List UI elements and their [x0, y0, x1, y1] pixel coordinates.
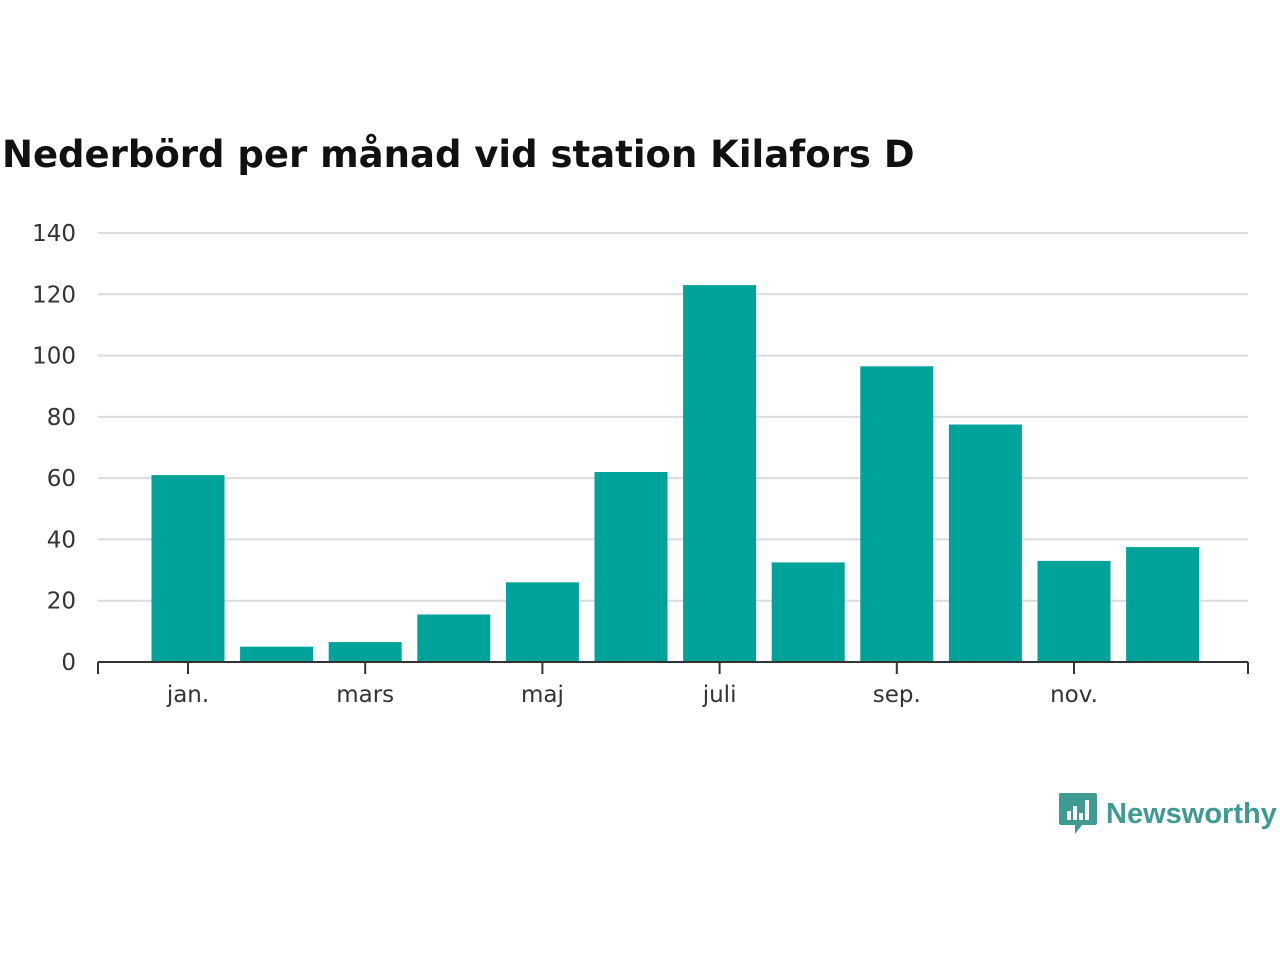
y-tick-label: 40 [47, 527, 76, 553]
bar-feb [240, 646, 314, 662]
newsworthy-chart-bubble-icon [1059, 793, 1097, 834]
bar-sep [860, 366, 934, 662]
newsworthy-logo: Newsworthy [1058, 790, 1277, 838]
bar-apr [417, 614, 491, 662]
bar-mars [328, 642, 402, 662]
bar-nov [1037, 560, 1111, 662]
y-tick-label: 60 [47, 466, 76, 492]
bars [151, 285, 1200, 662]
bar-jan [151, 475, 225, 662]
y-axis-ticks: 0 20 40 60 80 100 120 140 [32, 221, 76, 676]
bar-aug [771, 562, 845, 662]
y-tick-label: 100 [32, 344, 76, 370]
x-tick-label: jan. [166, 682, 209, 708]
x-tick-label: mars [336, 682, 394, 708]
y-tick-label: 140 [32, 221, 76, 247]
y-tick-label: 80 [47, 405, 76, 431]
gridlines [98, 232, 1248, 602]
x-tick-label: nov. [1050, 682, 1098, 708]
x-tick-label: sep. [873, 682, 921, 708]
x-axis-ticks: jan. mars maj juli sep. nov. [166, 662, 1098, 708]
bar-okt [948, 424, 1022, 662]
y-tick-label: 20 [47, 589, 76, 615]
bar-maj [505, 582, 579, 662]
bar-juli [683, 285, 757, 662]
bar-dec [1126, 547, 1200, 662]
y-tick-label: 120 [32, 282, 76, 308]
x-tick-label: maj [521, 682, 564, 708]
newsworthy-logo-text: Newsworthy [1106, 797, 1277, 830]
bar-juni [594, 472, 668, 662]
x-tick-label: juli [702, 682, 737, 708]
chart-title: Nederbörd per månad vid station Kilafors… [2, 133, 915, 176]
y-tick-label: 0 [61, 650, 76, 676]
x-axis [97, 661, 1249, 674]
